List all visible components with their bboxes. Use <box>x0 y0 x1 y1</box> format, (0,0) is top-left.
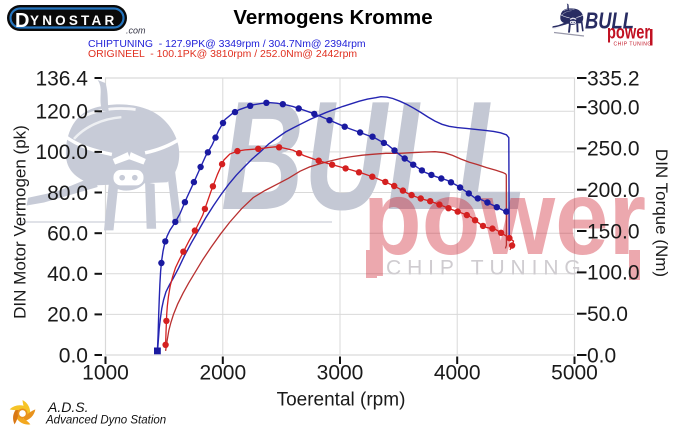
svg-text:YNOSTAR: YNOSTAR <box>30 13 117 28</box>
svg-text:40.0: 40.0 <box>47 263 88 286</box>
svg-text:5000: 5000 <box>551 362 598 385</box>
svg-text:.com: .com <box>126 26 146 36</box>
svg-text:power: power <box>363 159 646 277</box>
svg-text:BULL: BULL <box>585 8 634 34</box>
svg-text:100.0: 100.0 <box>35 141 88 164</box>
svg-text:DIN Torque (Nm): DIN Torque (Nm) <box>652 149 671 277</box>
svg-text:80.0: 80.0 <box>47 182 88 205</box>
svg-text:50.0: 50.0 <box>587 303 628 326</box>
svg-text:2000: 2000 <box>199 362 246 385</box>
svg-text:136.4: 136.4 <box>35 67 88 90</box>
svg-text:300.0: 300.0 <box>587 96 640 119</box>
svg-text:150.0: 150.0 <box>587 220 640 243</box>
svg-text:4000: 4000 <box>434 362 481 385</box>
svg-text:120.0: 120.0 <box>35 101 88 124</box>
svg-text:Toerental (rpm): Toerental (rpm) <box>277 390 406 411</box>
svg-text:335.2: 335.2 <box>587 67 640 90</box>
svg-text:250.0: 250.0 <box>587 138 640 161</box>
svg-text:CHIP TUNING: CHIP TUNING <box>386 257 587 280</box>
svg-text:Advanced Dyno Station: Advanced Dyno Station <box>45 415 166 427</box>
svg-text:0.0: 0.0 <box>59 344 88 367</box>
svg-text:DIN Motor Vermogen (pk): DIN Motor Vermogen (pk) <box>11 125 30 319</box>
svg-text:A.D.S.: A.D.S. <box>47 399 88 415</box>
svg-text:0.0: 0.0 <box>587 344 616 367</box>
svg-text:3000: 3000 <box>317 362 364 385</box>
svg-text:power: power <box>607 23 650 44</box>
svg-text:100.0: 100.0 <box>587 262 640 285</box>
svg-text:60.0: 60.0 <box>47 223 88 246</box>
svg-text:200.0: 200.0 <box>587 179 640 202</box>
svg-text:D: D <box>15 10 29 32</box>
svg-text:1000: 1000 <box>82 362 129 385</box>
svg-text:CHIP TUNING: CHIP TUNING <box>614 42 652 48</box>
svg-text:20.0: 20.0 <box>47 304 88 327</box>
